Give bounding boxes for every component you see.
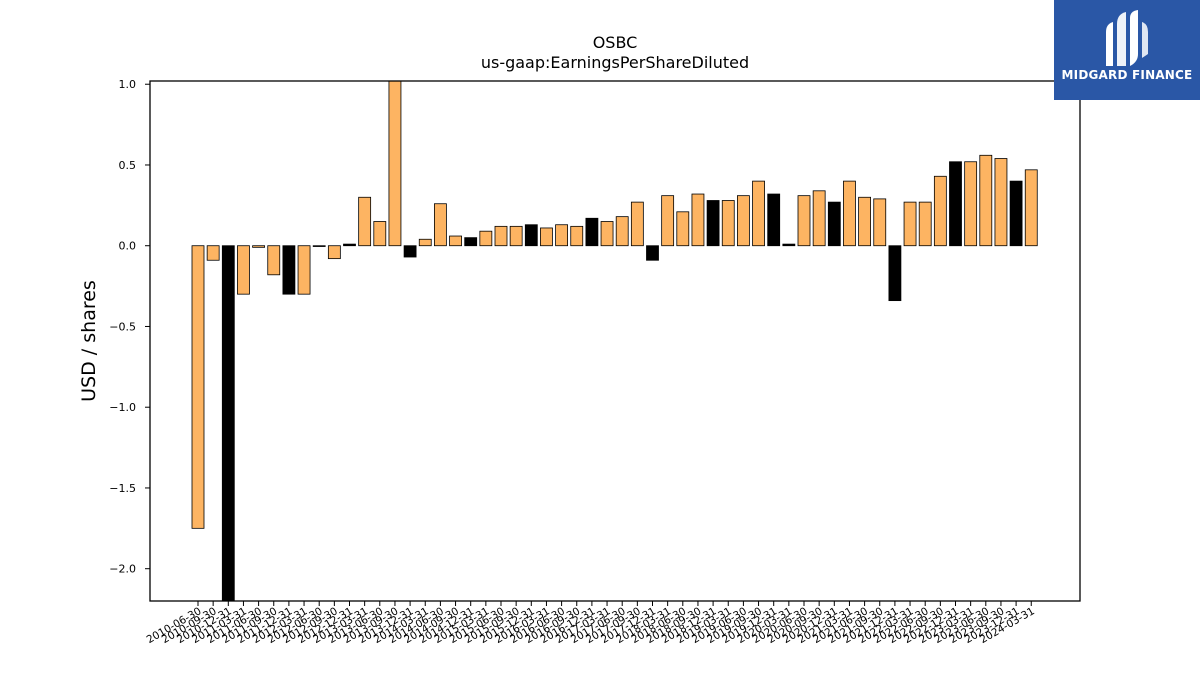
y-tick-label: −1.0 [109, 401, 136, 414]
bar-2018-12-31 [706, 200, 720, 247]
bar-2014-12-31 [464, 237, 478, 247]
bar-2016-03-31 [540, 227, 553, 247]
bar-2017-06-30 [615, 216, 629, 247]
y-tick-label: −2.0 [109, 563, 136, 576]
bar-2018-06-30 [676, 211, 690, 247]
midgard-logo-icon [1106, 10, 1148, 66]
bar-2015-06-30 [494, 225, 508, 247]
bar-2013-03-31 [358, 196, 372, 247]
bar-2014-09-30 [449, 235, 462, 247]
bar-2013-12-31 [403, 245, 417, 258]
bar-2021-03-31 [843, 180, 856, 247]
bar-2022-06-30 [918, 201, 932, 247]
x-axis-ticks: 2010-06-302010-09-302010-12-312011-03-31… [145, 601, 1037, 646]
bar-2020-03-31 [782, 243, 796, 247]
bar-2011-06-30 [252, 245, 266, 248]
bar-2015-03-31 [479, 230, 493, 247]
bar-2019-06-30 [737, 195, 750, 247]
bar-2015-09-30 [509, 225, 523, 247]
bar-2010-09-30 [206, 245, 220, 261]
plot-frame [149, 80, 1081, 602]
bar-2011-03-31 [237, 245, 250, 295]
y-tick-label: 0.0 [119, 240, 137, 253]
midgard-finance-logo: MIDGARD FINANCE [1054, 0, 1200, 100]
bar-2018-03-31 [661, 195, 675, 247]
bar-2020-09-30 [812, 190, 826, 247]
bar-2023-03-31 [964, 161, 978, 247]
bar-2014-03-31 [418, 238, 432, 247]
bar-2022-12-31 [949, 161, 962, 247]
bar-2023-12-31 [1009, 180, 1023, 247]
bar-2014-06-30 [433, 203, 447, 247]
bars-group [191, 80, 1038, 602]
bar-2012-09-30 [327, 245, 341, 260]
bar-2020-06-30 [797, 195, 811, 247]
bar-2012-06-30 [312, 245, 326, 247]
y-tick-label: −1.5 [109, 482, 136, 495]
bar-2024-03-31 [1024, 169, 1038, 247]
bar-2021-09-30 [873, 198, 887, 247]
bar-2022-09-30 [933, 175, 947, 247]
y-tick-label: 0.5 [119, 159, 137, 172]
y-axis-ticks: −2.0 −1.5 −1.0 −0.5 0.0 0.5 1.0 [109, 78, 150, 576]
bar-2012-03-31 [297, 245, 311, 295]
bar-2019-03-31 [721, 200, 735, 247]
bar-2019-12-31 [767, 193, 781, 247]
bar-2019-09-30 [752, 180, 765, 247]
bar-2021-06-30 [858, 196, 871, 247]
bar-2016-06-30 [555, 224, 568, 247]
bar-2011-09-30 [267, 245, 281, 276]
bar-2023-06-30 [979, 154, 993, 247]
bar-2010-06-30 [191, 245, 205, 529]
brand-name: MIDGARD FINANCE [1061, 68, 1193, 82]
bar-2023-09-30 [994, 158, 1008, 247]
bar-2013-06-30 [373, 221, 387, 247]
bar-2015-12-31 [524, 224, 538, 247]
bar-2017-03-31 [600, 221, 614, 247]
bar-2018-09-30 [691, 193, 705, 247]
chart-subtitle: us-gaap:EarningsPerShareDiluted [481, 53, 749, 72]
chart-title: OSBC [593, 33, 638, 52]
bar-2017-12-31 [646, 245, 659, 261]
bar-2012-12-31 [343, 243, 356, 247]
y-tick-label: 1.0 [119, 78, 137, 91]
bar-2020-12-31 [827, 201, 841, 247]
bar-2017-09-30 [630, 201, 644, 247]
bar-2016-09-30 [570, 225, 584, 247]
y-tick-label: −0.5 [109, 320, 136, 333]
bar-2011-12-31 [282, 245, 296, 295]
bar-2010-12-31 [221, 245, 235, 602]
bar-2016-12-31 [585, 217, 599, 247]
bar-2013-09-30 [388, 80, 402, 247]
bar-2021-12-31 [888, 245, 902, 302]
bar-2022-03-31 [903, 201, 917, 247]
y-axis-label: USD / shares [78, 280, 100, 402]
